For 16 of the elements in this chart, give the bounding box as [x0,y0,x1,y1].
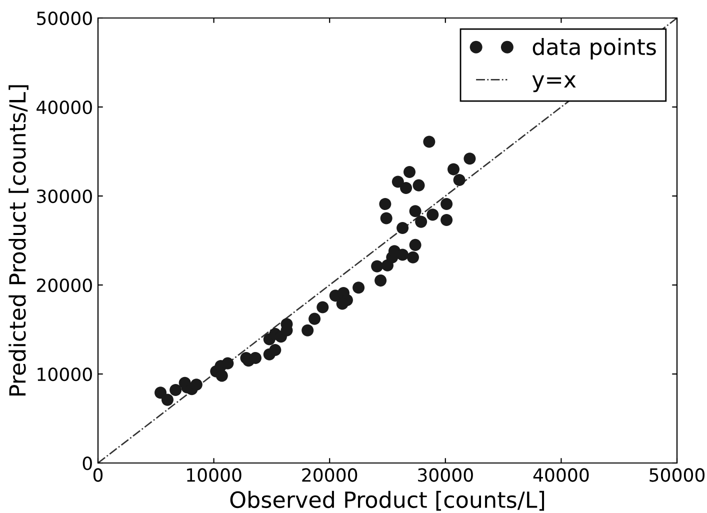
x-tick-label: 0 [93,468,103,482]
x-axis-title: Observed Product [counts/L] [230,490,544,511]
y-tick-label: 10000 [38,367,92,382]
x-tick-label: 50000 [650,468,705,482]
y-tick-label: 50000 [37,11,92,26]
y-tick-label: 30000 [37,189,92,204]
y-tick-label: 0 [82,456,92,470]
legend-label: y=x [532,75,576,92]
x-tick-label: 40000 [533,468,589,482]
x-tick-label: 20000 [302,468,358,482]
legend-label: data points [532,38,656,60]
y-axis-title: Predicted Product [counts/L] [8,85,28,396]
y-tick-label: 40000 [36,100,92,114]
y-tick-label: 20000 [37,278,92,292]
x-tick-label: 30000 [418,468,473,482]
x-tick-label: 10000 [187,468,242,482]
